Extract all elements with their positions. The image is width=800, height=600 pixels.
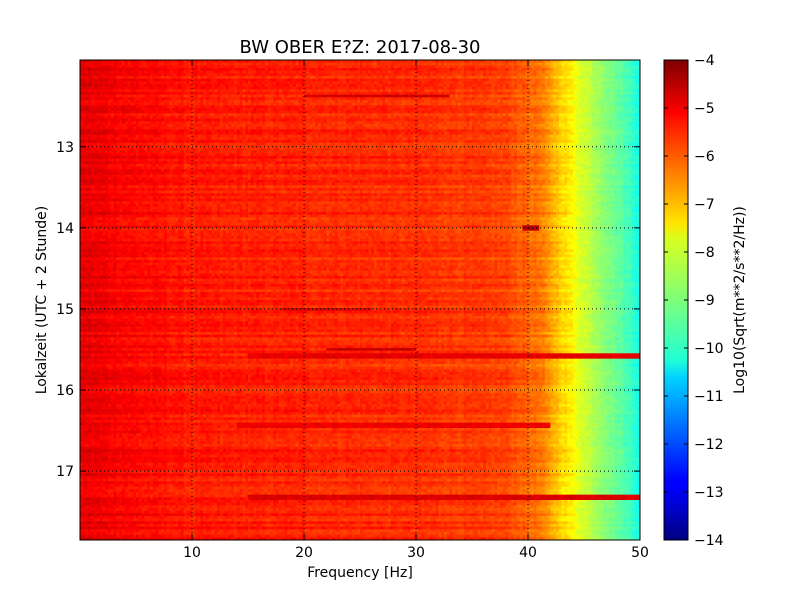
chart-title: BW OBER E?Z: 2017-08-30 <box>240 37 481 58</box>
heatmap <box>80 60 641 541</box>
